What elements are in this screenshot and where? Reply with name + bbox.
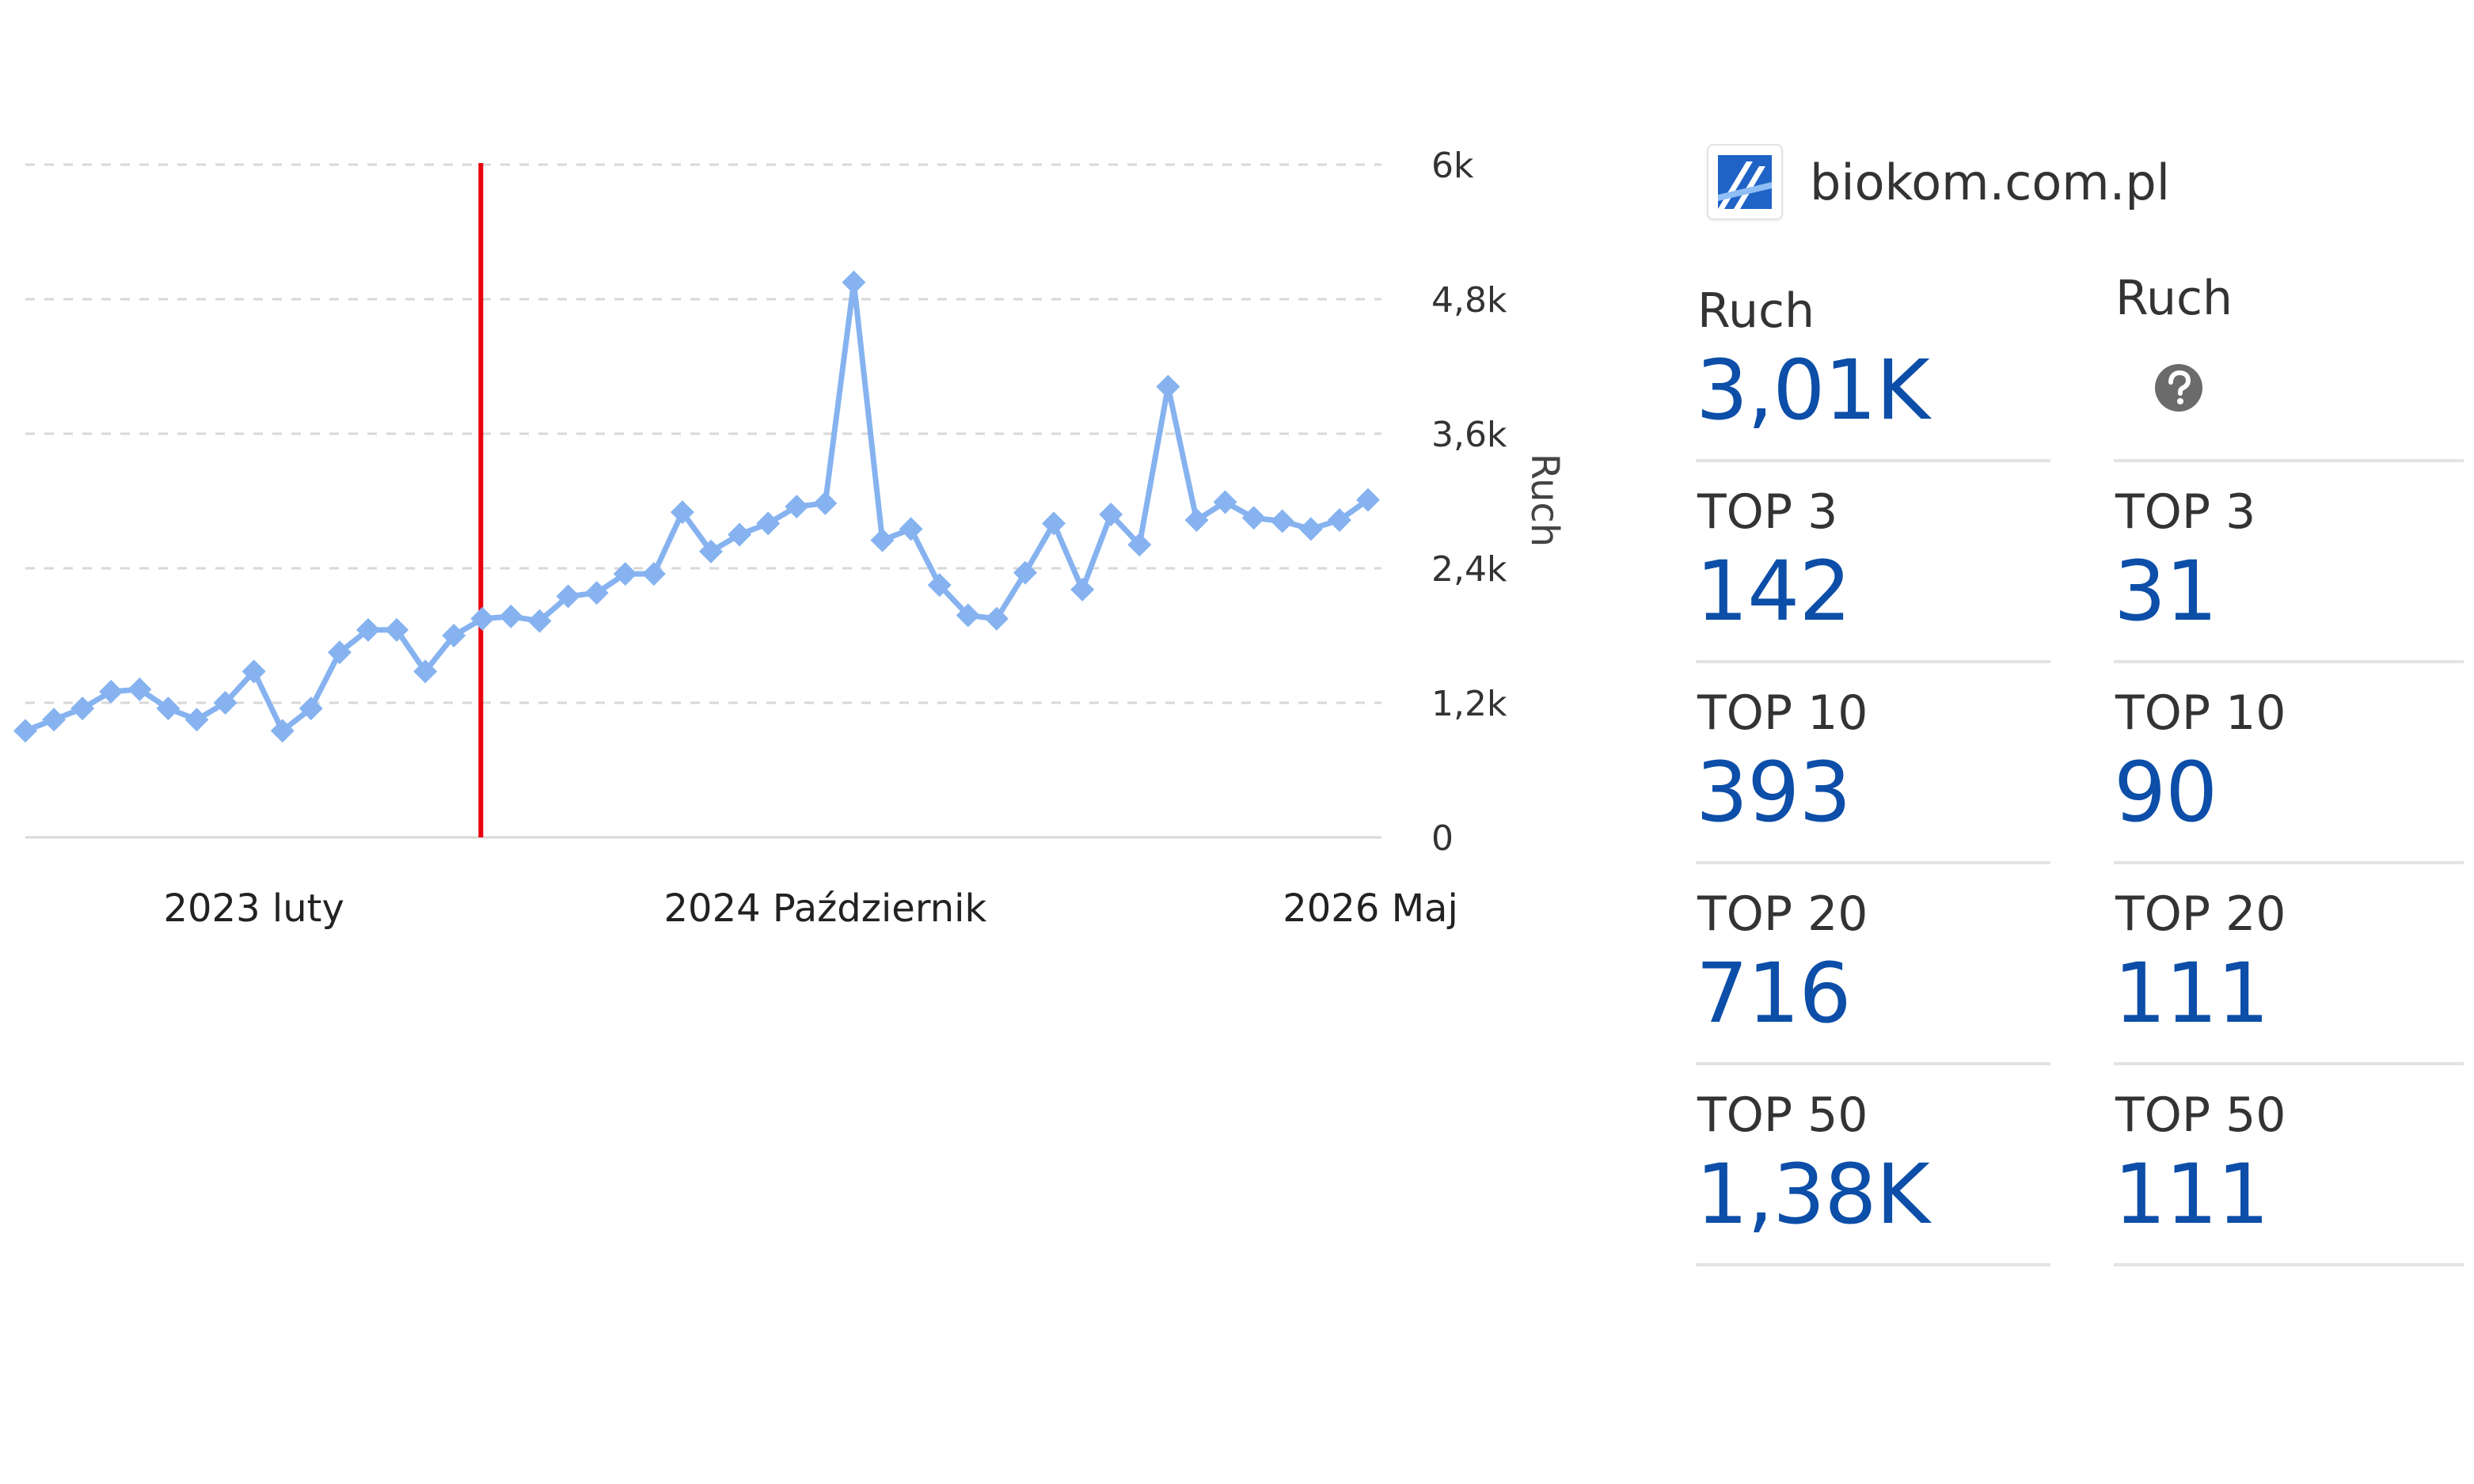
metric-value[interactable]: 90	[2114, 744, 2217, 841]
data-point[interactable]	[1213, 490, 1237, 514]
data-point[interactable]	[385, 617, 409, 642]
data-point[interactable]	[728, 522, 752, 547]
data-point[interactable]	[899, 517, 923, 541]
data-point[interactable]	[785, 495, 809, 519]
data-point[interactable]	[442, 624, 466, 647]
data-point[interactable]	[613, 562, 637, 586]
data-point[interactable]	[499, 604, 523, 628]
traffic-chart: 0 1,2k 2,4k 3,6k 4,8k 6k 2023 luty 2024 Paździ…	[13, 146, 1567, 931]
y-tick-label: 6k	[1431, 146, 1474, 186]
data-point[interactable]	[756, 511, 781, 536]
data-point[interactable]	[156, 696, 181, 721]
metric-top10: TOP 10 393	[1696, 663, 2050, 864]
data-point[interactable]	[1241, 506, 1266, 530]
data-point[interactable]	[1070, 577, 1095, 602]
data-point[interactable]	[356, 617, 381, 642]
metric-value[interactable]: 1,38K	[1696, 1146, 1930, 1243]
series-layer	[13, 270, 1380, 743]
metric-label: TOP 50	[1697, 1087, 1868, 1143]
metric-label: TOP 10	[1697, 685, 1868, 741]
help-icon[interactable]	[2153, 362, 2204, 413]
metric-label: TOP 20	[2115, 886, 2286, 942]
metric-label: TOP 20	[1697, 886, 1868, 942]
metric-label: TOP 3	[1697, 484, 1838, 540]
y-tick-label: 2,4k	[1431, 549, 1507, 590]
data-point[interactable]	[641, 562, 666, 586]
metric-value[interactable]: 142	[1696, 543, 1852, 640]
data-point[interactable]	[1327, 508, 1351, 533]
metric-value[interactable]: 3,01K	[1696, 342, 1930, 438]
metrics-column-left: Ruch 3,01K TOP 3 142 TOP 10 393 TOP 20 7…	[1696, 261, 2050, 1266]
data-point[interactable]	[298, 696, 323, 721]
x-tick-label: 2026 Maj	[1283, 886, 1458, 931]
metric-top3: TOP 3 142	[1696, 462, 2050, 663]
data-point[interactable]	[842, 270, 866, 294]
y-axis-title: Ruch	[1522, 454, 1567, 547]
metric-label: TOP 10	[2115, 685, 2286, 741]
data-point[interactable]	[1013, 560, 1037, 585]
data-point[interactable]	[184, 708, 209, 732]
metric-value[interactable]: 111	[2114, 1146, 2270, 1243]
data-point[interactable]	[584, 581, 609, 605]
data-point[interactable]	[956, 603, 980, 628]
data-point[interactable]	[1127, 533, 1152, 557]
metric-value[interactable]: 31	[2114, 543, 2217, 640]
data-point[interactable]	[470, 606, 495, 631]
data-point[interactable]	[13, 719, 37, 743]
data-point[interactable]	[1099, 503, 1123, 526]
data-point[interactable]	[1156, 374, 1180, 399]
metric-top50-secondary: TOP 50 111	[2114, 1065, 2464, 1266]
metric-value[interactable]: 716	[1696, 945, 1852, 1042]
y-tick-label: 3,6k	[1431, 415, 1507, 455]
site-header: biokom.com.pl	[1707, 142, 2170, 222]
data-point[interactable]	[99, 679, 124, 704]
data-point[interactable]	[1356, 488, 1380, 512]
metrics-column-right: Ruch TOP 3 31 TOP 10 90 TOP 20 111 TOP 5…	[2114, 261, 2464, 1266]
metric-top20-secondary: TOP 20 111	[2114, 864, 2464, 1065]
metric-top3-secondary: TOP 3 31	[2114, 462, 2464, 663]
data-point[interactable]	[527, 609, 552, 633]
data-point[interactable]	[1298, 517, 1323, 541]
traffic-series-line	[24, 279, 1370, 734]
metric-traffic: Ruch 3,01K	[1696, 261, 2050, 462]
x-axis-ticks: 2023 luty 2024 Październik 2026 Maj	[163, 886, 1457, 931]
data-point[interactable]	[699, 539, 724, 564]
data-point[interactable]	[927, 573, 952, 598]
y-tick-label: 1,2k	[1431, 684, 1507, 724]
metric-value[interactable]: 393	[1696, 744, 1852, 841]
y-tick-label: 0	[1431, 818, 1454, 859]
metric-label: Ruch	[1697, 283, 1815, 339]
data-point[interactable]	[70, 696, 95, 721]
metric-label: TOP 3	[2115, 484, 2256, 540]
metric-traffic-secondary: Ruch	[2114, 261, 2464, 462]
data-point[interactable]	[42, 708, 67, 732]
data-point[interactable]	[870, 528, 895, 552]
data-point[interactable]	[127, 677, 152, 701]
data-point[interactable]	[270, 719, 295, 743]
data-point[interactable]	[413, 659, 438, 684]
data-point[interactable]	[1270, 509, 1294, 533]
y-axis-ticks: 0 1,2k 2,4k 3,6k 4,8k 6k	[1431, 146, 1507, 859]
data-point[interactable]	[213, 691, 238, 715]
grid-lines	[25, 163, 1381, 839]
data-point[interactable]	[984, 606, 1009, 631]
metric-label: TOP 50	[2115, 1087, 2286, 1143]
biokom-logo-icon	[1707, 144, 1783, 220]
metric-top20: TOP 20 716	[1696, 864, 2050, 1065]
data-point[interactable]	[813, 491, 838, 515]
x-tick-label: 2023 luty	[163, 886, 344, 931]
metric-top50: TOP 50 1,38K	[1696, 1065, 2050, 1266]
site-name[interactable]: biokom.com.pl	[1810, 153, 2170, 211]
y-tick-label: 4,8k	[1431, 280, 1507, 321]
data-point[interactable]	[327, 640, 352, 665]
data-point[interactable]	[241, 659, 266, 684]
metric-value[interactable]: 111	[2114, 945, 2270, 1042]
data-point[interactable]	[1184, 508, 1209, 533]
metric-top10-secondary: TOP 10 90	[2114, 663, 2464, 864]
data-point[interactable]	[1042, 511, 1066, 536]
data-point[interactable]	[670, 500, 694, 525]
x-tick-label: 2024 Październik	[663, 886, 986, 931]
metric-label: Ruch	[2115, 271, 2233, 326]
data-point[interactable]	[556, 584, 580, 609]
